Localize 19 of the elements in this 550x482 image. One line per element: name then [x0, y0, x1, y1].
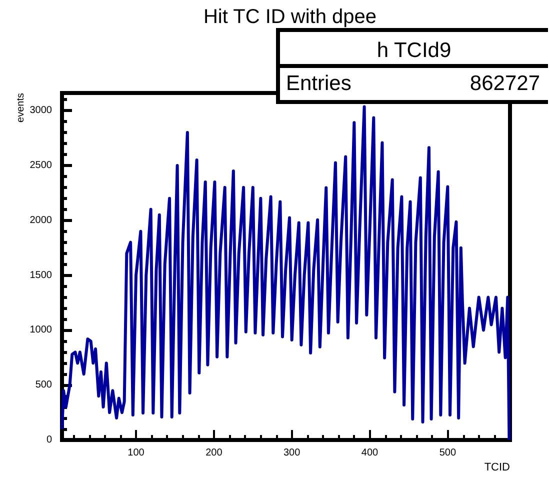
x-tick-label: 100	[128, 448, 145, 458]
y-tick-label: 1000	[30, 324, 52, 336]
x-tick-label: 500	[439, 448, 456, 458]
y-tick-label: 2500	[30, 160, 52, 171]
x-tick-label: 200	[206, 448, 223, 458]
y-tick-label: 2000	[30, 214, 52, 226]
y-tick-label: 500	[35, 380, 52, 391]
y-axis-title: events	[16, 93, 26, 122]
x-axis-title: TCID	[484, 462, 510, 474]
x-tick-label: 300	[284, 448, 301, 458]
stats-box: h TCId9 Entries 862727	[276, 28, 548, 104]
annotation: Entries	[286, 71, 352, 97]
line-series	[60, 105, 511, 442]
y-tick-label: 0	[46, 434, 52, 446]
annotation: 862727	[470, 71, 540, 97]
chart-title: Hit TC ID with dpee	[203, 6, 377, 28]
y-tick-label: 3000	[30, 105, 52, 116]
x-tick-label: 400	[361, 448, 379, 458]
y-tick-label: 1500	[30, 270, 52, 281]
